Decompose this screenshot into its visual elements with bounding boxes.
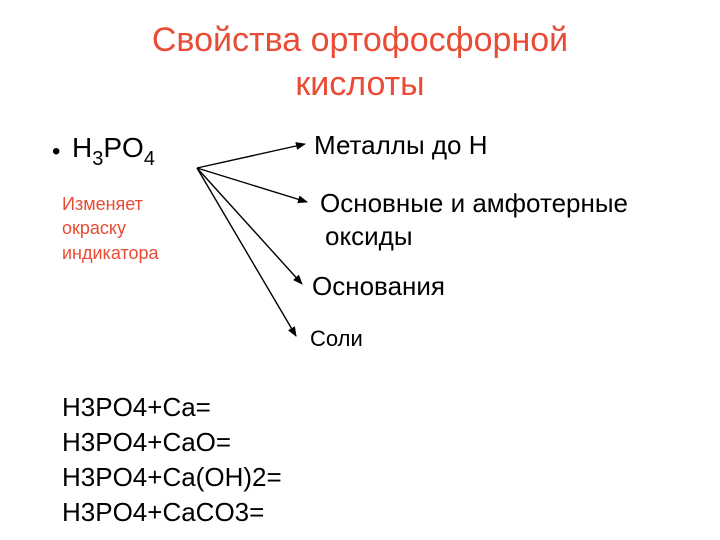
equation-list: H3PO4+Ca= H3PO4+CaO= H3PO4+Ca(OH)2= H3PO… [62, 390, 282, 530]
reaction-bases: Основания [312, 271, 445, 302]
slide-title: Свойства ортофосфорной кислоты [0, 0, 720, 106]
equation-3: H3PO4+Ca(OH)2= [62, 460, 282, 495]
reaction-salts: Соли [310, 326, 363, 352]
equation-4: H3PO4+CaCO3= [62, 495, 282, 530]
formula-H: H [72, 132, 92, 163]
reaction-oxides-1: Основные и амфотерные [320, 188, 628, 219]
title-line1: Свойства ортофосфорной [0, 18, 720, 62]
note-line1: Изменяет [62, 192, 159, 216]
formula-sub3: 3 [92, 148, 103, 170]
note-line3: индикатора [62, 241, 159, 265]
formula-PO: PO [103, 132, 143, 163]
reaction-oxides-2: оксиды [325, 221, 413, 252]
title-line2: кислоты [0, 62, 720, 106]
indicator-note: Изменяет окраску индикатора [62, 192, 159, 265]
formula-sub4: 4 [144, 148, 155, 170]
reaction-metals: Металлы до Н [314, 130, 488, 161]
chemical-formula: H3PO4 [72, 132, 155, 167]
equation-2: H3PO4+CaO= [62, 425, 282, 460]
equation-1: H3PO4+Ca= [62, 390, 282, 425]
note-line2: окраску [62, 216, 159, 240]
formula-bullet: • [52, 138, 60, 166]
